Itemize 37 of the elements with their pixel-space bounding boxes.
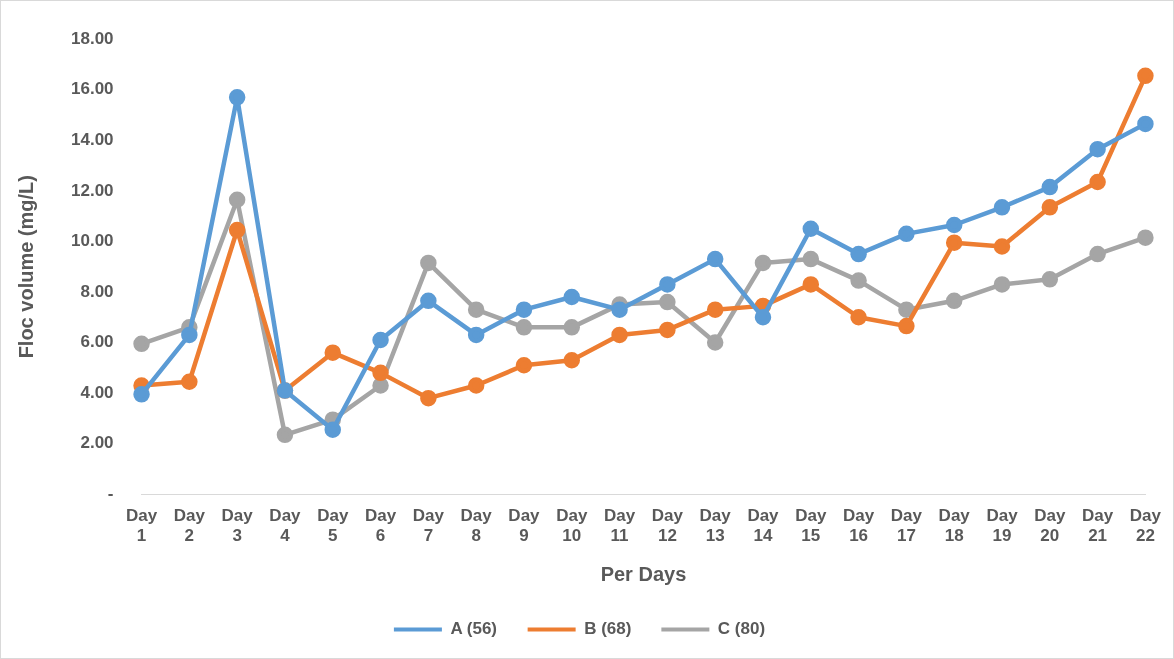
x-tick-label: Day 16 — [842, 506, 875, 546]
legend-label: A (56) — [450, 619, 498, 639]
y-tick-label: - — [107, 483, 114, 503]
x-tick-label: Day 21 — [1082, 506, 1114, 546]
x-tick-label: Day 13 — [699, 506, 732, 546]
y-tick-label: 14.00 — [70, 130, 114, 149]
y-tick-label: 8.00 — [80, 281, 114, 301]
x-tick-label: Day 7 — [412, 506, 445, 546]
x-tick-label: Day 3 — [221, 506, 254, 546]
x-tick-label: Day 8 — [460, 506, 493, 546]
y-tick-label: 16.00 — [70, 79, 114, 99]
y-tick-label: 10.00 — [70, 231, 114, 251]
x-tick-label: Day 15 — [795, 506, 827, 546]
x-tick-label: Day 18 — [938, 506, 971, 546]
y-axis-title: Floc volume (mg/L) — [14, 175, 37, 359]
legend-label: B (68) — [584, 619, 632, 639]
x-axis-title: Per Days — [600, 562, 687, 585]
x-tick-label: Day 9 — [508, 506, 541, 546]
x-tick-label: Day 1 — [125, 506, 158, 546]
x-tick-label: Day 19 — [986, 506, 1019, 546]
y-tick-label: 6.00 — [80, 332, 114, 352]
x-tick-label: Day 20 — [1034, 506, 1066, 546]
x-tick-label: Day 14 — [747, 506, 780, 546]
x-tick-label: Day 5 — [317, 506, 349, 546]
x-tick-label: Day 6 — [364, 506, 397, 546]
y-tick-label: 2.00 — [80, 433, 114, 453]
x-tick-label: Day 4 — [269, 506, 302, 546]
y-tick-label: 12.00 — [70, 180, 114, 200]
x-tick-label: Day 11 — [603, 506, 636, 546]
legend-label: C (80) — [717, 619, 766, 639]
x-tick-label: Day 10 — [556, 506, 588, 546]
x-tick-label: Day 2 — [173, 506, 206, 546]
y-tick-label: 18.00 — [70, 28, 114, 48]
x-tick-label: Day 22 — [1129, 506, 1162, 546]
y-tick-label: 4.00 — [80, 382, 114, 402]
x-tick-label: Day 12 — [651, 506, 684, 546]
x-tick-label: Day 17 — [890, 506, 923, 546]
